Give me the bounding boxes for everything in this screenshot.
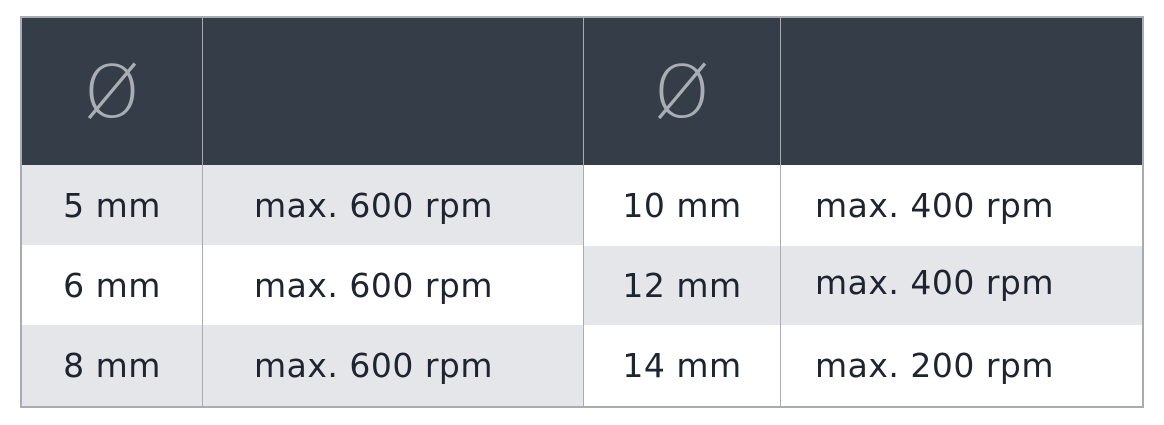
speed-cell: max. 600 rpm [254, 265, 494, 305]
speed-table: Ø 5 mm max. 600 rpm 6 mm max. 600 rpm 8 … [20, 16, 1144, 408]
column-divider [780, 18, 781, 406]
table-row: 5 mm max. 600 rpm [22, 165, 583, 245]
diameter-cell: 10 mm [622, 186, 742, 225]
table-row: 8 mm max. 600 rpm [22, 325, 583, 406]
table-header-left: Ø [22, 18, 583, 165]
diameter-header: Ø [83, 49, 141, 134]
table-left-half: Ø 5 mm max. 600 rpm 6 mm max. 600 rpm 8 … [22, 18, 583, 406]
table-header-right: Ø [584, 18, 1142, 165]
speed-cell: max. 400 rpm [815, 262, 1055, 302]
diameter-cell: 14 mm [622, 345, 742, 385]
speed-cell: max. 400 rpm [815, 186, 1055, 225]
table-right-half: Ø 10 mm max. 400 rpm 12 mm max. 400 rpm … [583, 18, 1142, 406]
table-row: 6 mm max. 600 rpm [22, 245, 583, 325]
speed-cell: max. 600 rpm [254, 345, 494, 385]
diameter-cell: 5 mm [63, 185, 161, 225]
table-row: 10 mm max. 400 rpm [584, 165, 1142, 246]
diameter-cell: 6 mm [63, 265, 161, 305]
speed-cell: max. 200 rpm [815, 345, 1055, 385]
diameter-cell: 12 mm [622, 266, 742, 305]
column-divider [202, 18, 203, 406]
table-row: 14 mm max. 200 rpm [584, 325, 1142, 406]
diameter-cell: 8 mm [63, 345, 161, 385]
table-row: 12 mm max. 400 rpm [584, 246, 1142, 325]
diameter-header: Ø [653, 49, 711, 134]
speed-cell: max. 600 rpm [254, 185, 494, 225]
